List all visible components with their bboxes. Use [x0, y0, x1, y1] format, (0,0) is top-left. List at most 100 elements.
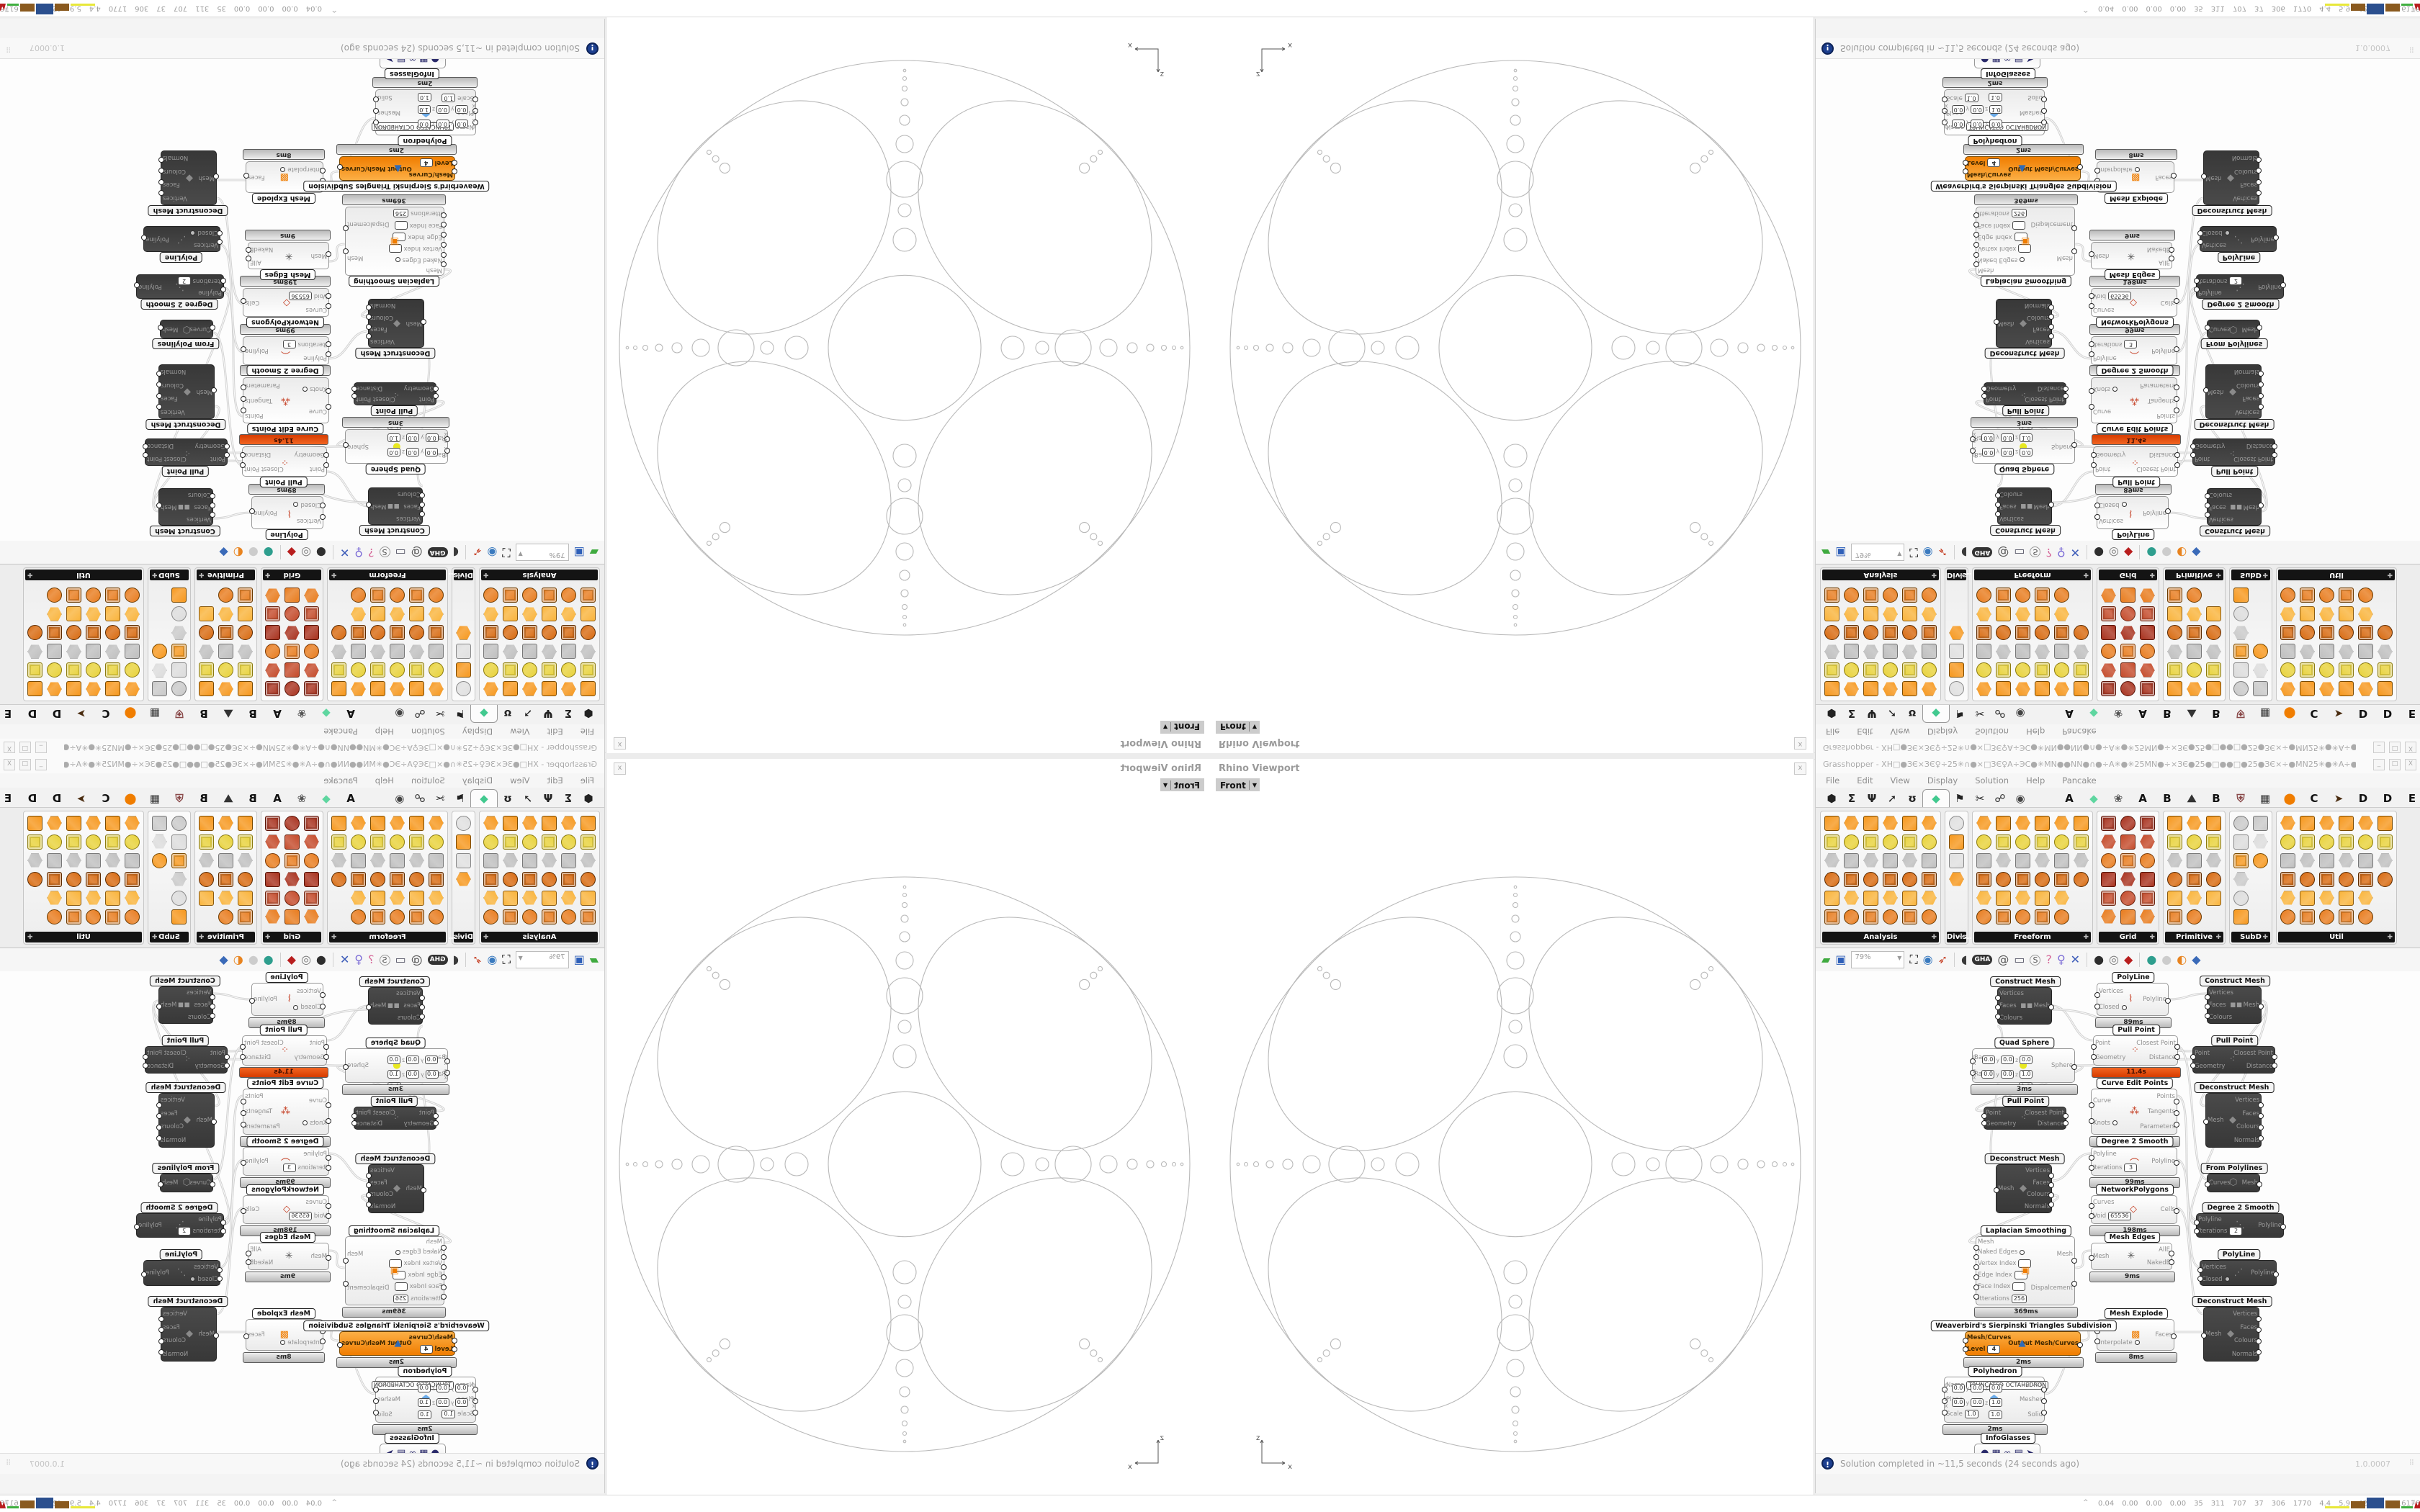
- port-alle[interactable]: AllE: [250, 258, 261, 266]
- component-icon[interactable]: [66, 853, 81, 868]
- port-edge-index[interactable]: Edge Index: [393, 232, 442, 241]
- component-icon[interactable]: [1863, 890, 1878, 906]
- component-icon[interactable]: [2015, 625, 2030, 641]
- port-face-index[interactable]: Face Index: [394, 1282, 442, 1292]
- component-icon[interactable]: [2015, 871, 2030, 887]
- help-box-icon[interactable]: ?: [2045, 546, 2052, 559]
- port-mesh[interactable]: Mesh: [310, 1253, 327, 1260]
- component-icon[interactable]: [429, 834, 444, 850]
- port-distance[interactable]: Distance: [2148, 1054, 2176, 1061]
- wire-stub[interactable]: [210, 1004, 215, 1009]
- port-normals[interactable]: Normals: [2231, 1350, 2257, 1358]
- balloon-icon[interactable]: ♀: [354, 953, 364, 966]
- component-icon[interactable]: [1844, 891, 1859, 905]
- wire-stub[interactable]: [2258, 1113, 2264, 1120]
- minimize-button[interactable]: _: [35, 742, 47, 753]
- component-icon[interactable]: [561, 644, 576, 660]
- port-point[interactable]: Point: [2095, 1040, 2111, 1047]
- menu-item-edit[interactable]: Edit: [1857, 775, 1873, 786]
- wire-stub[interactable]: [2077, 164, 2083, 170]
- component-icon[interactable]: [456, 834, 471, 850]
- component-icon[interactable]: [265, 588, 280, 603]
- component-icon[interactable]: [2300, 681, 2315, 697]
- component-icon[interactable]: [2140, 606, 2155, 622]
- component-construct-mesh[interactable]: Construct Mesh Vertices Faces Colours Mesh ▪▪: [359, 487, 430, 536]
- component-icon[interactable]: [370, 890, 385, 906]
- port-mesh-curves[interactable]: Mesh/Curves: [1967, 171, 2012, 179]
- wire-stub[interactable]: [1963, 168, 1968, 174]
- wire-stub[interactable]: [246, 246, 251, 253]
- port-faces[interactable]: Faces: [1999, 503, 2017, 510]
- tab-intersect[interactable]: ✂: [1970, 705, 1990, 722]
- component-icon[interactable]: [2035, 853, 2050, 868]
- expand-plus-icon[interactable]: ✚: [483, 934, 489, 941]
- preview-half-icon[interactable]: ◐: [233, 953, 243, 966]
- wire-stub[interactable]: [326, 251, 331, 257]
- component-icon[interactable]: [1976, 607, 1991, 622]
- port-curves[interactable]: Curves: [2021, 1381, 2043, 1389]
- port-closed[interactable]: Closed: [190, 1276, 218, 1283]
- at-icon[interactable]: @: [1997, 953, 2009, 966]
- port-mesh[interactable]: Mesh: [2241, 325, 2258, 333]
- port-colours[interactable]: Colours: [2236, 1123, 2259, 1131]
- port-cells[interactable]: Cells: [245, 1206, 260, 1213]
- component-icon[interactable]: [2280, 891, 2295, 905]
- component-icon[interactable]: [1976, 852, 1991, 868]
- component-icon[interactable]: [581, 853, 596, 868]
- palette-group-label[interactable]: SubD ✚: [2231, 932, 2270, 942]
- port-meshes[interactable]: Meshes: [377, 1395, 401, 1403]
- component-icon[interactable]: [304, 871, 319, 887]
- component-icon[interactable]: [199, 834, 214, 850]
- port-meshes[interactable]: Meshes: [377, 109, 401, 117]
- wire-stub[interactable]: [326, 403, 331, 410]
- component-icon[interactable]: [1863, 909, 1878, 924]
- component-icon[interactable]: [105, 644, 120, 660]
- component-icon[interactable]: [483, 682, 498, 697]
- component-icon[interactable]: [390, 834, 405, 850]
- wire-stub[interactable]: [2071, 225, 2077, 231]
- port-sphere[interactable]: Sphere: [2051, 1062, 2073, 1069]
- component-degree-2-smooth[interactable]: Degree 2 Smooth Polyline Iterations 2 Polyli…: [134, 274, 226, 310]
- component-icon[interactable]: [581, 890, 596, 906]
- port-closest-point[interactable]: Closest Point: [2136, 1040, 2176, 1047]
- component-icon[interactable]: [1844, 871, 1859, 887]
- port-mesh[interactable]: Mesh: [2241, 1179, 2258, 1187]
- component-icon[interactable]: [1996, 815, 2011, 831]
- wire-stub[interactable]: [2174, 452, 2180, 458]
- port-mesh[interactable]: Mesh: [370, 1002, 387, 1009]
- component-icon[interactable]: [304, 909, 319, 924]
- component-icon[interactable]: [2015, 816, 2030, 830]
- component-icon[interactable]: [2280, 588, 2295, 603]
- viewport-tab-front[interactable]: Front ▼: [1216, 778, 1260, 791]
- component-icon[interactable]: [1976, 871, 1991, 887]
- component-icon[interactable]: [2253, 681, 2268, 697]
- component-icon[interactable]: [522, 891, 537, 906]
- port-point[interactable]: Point: [1986, 1109, 2002, 1117]
- balloon-icon[interactable]: ♀: [354, 546, 364, 559]
- component-icon[interactable]: [2339, 853, 2354, 868]
- component-icon[interactable]: [2074, 625, 2089, 641]
- wire-stub[interactable]: [2089, 351, 2094, 357]
- port-normals[interactable]: Normals: [163, 1350, 189, 1358]
- component-icon[interactable]: [1883, 891, 1898, 905]
- rings-icon[interactable]: ◎: [300, 953, 311, 966]
- wire-stub[interactable]: [373, 1387, 379, 1392]
- port-normals[interactable]: Normals: [2231, 154, 2257, 162]
- wire-stub[interactable]: [320, 513, 326, 520]
- port-point[interactable]: Point: [1986, 395, 2002, 403]
- port-mesh[interactable]: Mesh: [2208, 388, 2224, 395]
- curves-cross-icon[interactable]: ✕: [2070, 953, 2081, 966]
- component-icon[interactable]: [284, 626, 300, 641]
- gem-blue-icon[interactable]: ◆: [2192, 953, 2201, 966]
- component-icon[interactable]: [2035, 681, 2050, 697]
- wire-stub[interactable]: [2201, 1333, 2207, 1338]
- port-closest-point[interactable]: Closest Point: [356, 1109, 395, 1117]
- component-icon[interactable]: [503, 606, 518, 622]
- gha-assembler-icon[interactable]: GHA: [1972, 955, 1993, 965]
- wire-stub[interactable]: [320, 1003, 326, 1009]
- component-degree-2-smooth[interactable]: Degree 2 Smooth Polyline Iterations 2 Polyli…: [2194, 274, 2286, 310]
- component-deconstruct-mesh[interactable]: Deconstruct Mesh Mesh Vertices Faces Colours…: [1984, 1153, 2065, 1213]
- port-closest-point[interactable]: Closest Point: [2025, 1109, 2064, 1117]
- balloon-icon[interactable]: ♀: [2056, 953, 2066, 966]
- wire-stub[interactable]: [441, 1284, 447, 1290]
